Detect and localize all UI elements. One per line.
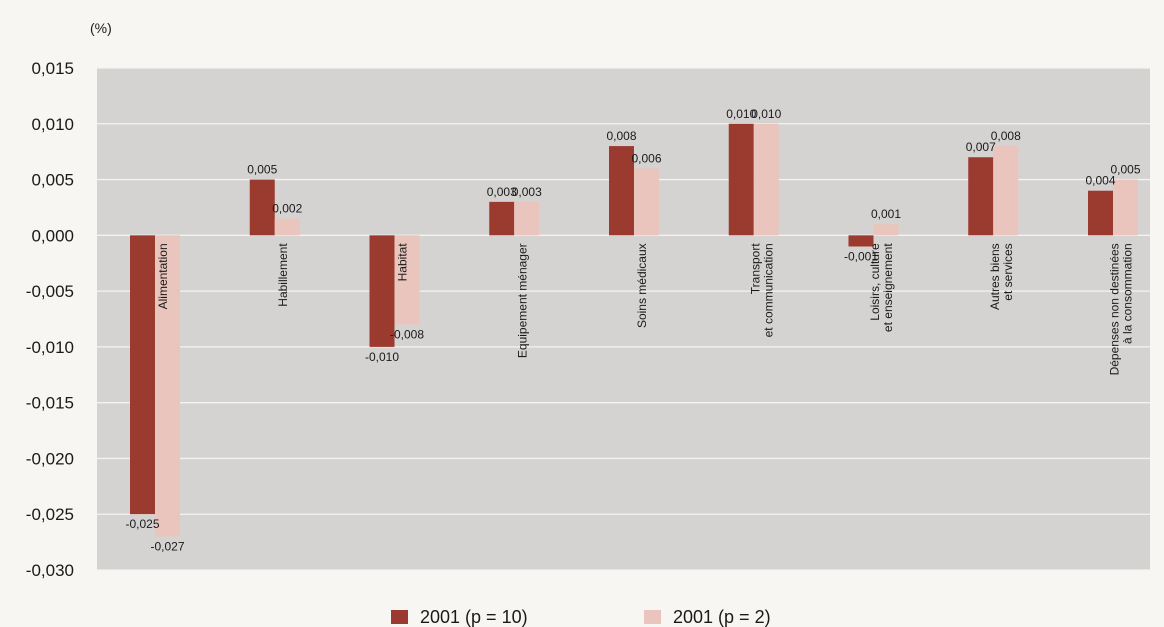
category-label-line: et services (1001, 243, 1015, 300)
category-label: Habitat (396, 243, 410, 282)
data-label: 0,008 (991, 129, 1021, 143)
data-label: 0,005 (247, 163, 277, 177)
category-label-line: Autres biens (988, 243, 1002, 310)
category-label-line: Soins médicaux (635, 243, 649, 328)
bar-series-1 (848, 235, 874, 247)
y-axis-ticks: 0,015 0,010 0,005 0,000 -0,005 -0,010 -0,015 -0… (26, 59, 74, 580)
data-label: 0,001 (871, 207, 901, 221)
data-label: 0,008 (606, 129, 636, 143)
category-label: Autres biens et services (988, 243, 1015, 310)
data-label: -0,010 (365, 350, 399, 364)
data-label: 0,010 (726, 107, 756, 121)
bar-series-1 (369, 235, 395, 347)
data-label: 0,006 (631, 151, 661, 165)
category-label-line: Transport (748, 243, 762, 295)
y-tick-label: -0,010 (26, 338, 74, 357)
data-label: 0,003 (512, 185, 542, 199)
y-tick-label: 0,015 (31, 59, 74, 78)
bar-series-2 (274, 218, 300, 236)
data-label: -0,001 (844, 249, 878, 263)
legend-swatch-series-1 (391, 610, 408, 624)
bar-series-2 (634, 168, 659, 236)
category-label-line: et enseignement (881, 243, 895, 332)
category-label-line: Habitat (396, 243, 410, 282)
y-tick-label: 0,010 (31, 115, 74, 134)
data-label: 0,005 (1110, 163, 1140, 177)
bar-series-1 (1088, 190, 1113, 236)
y-unit-label: (%) (90, 20, 112, 36)
data-label: 0,004 (1085, 174, 1115, 188)
y-tick-label: -0,015 (26, 394, 74, 413)
legend-swatch-series-2 (644, 610, 661, 624)
category-label-line: Alimentation (156, 243, 170, 309)
y-tick-label: -0,025 (26, 505, 74, 524)
y-tick-label: 0,000 (31, 226, 74, 245)
data-label: 0,002 (272, 202, 302, 216)
bar-series-1 (968, 157, 994, 236)
bar-series-2 (514, 201, 540, 236)
data-label: -0,008 (390, 328, 424, 342)
bar-series-2 (993, 146, 1019, 236)
data-label: 0,010 (751, 107, 781, 121)
bar-series-2 (155, 235, 180, 537)
bar-series-2 (1113, 179, 1138, 236)
category-label: Soins médicaux (635, 243, 649, 328)
bar-series-1 (489, 201, 515, 236)
category-label-line: Equipement ménager (515, 243, 529, 358)
data-label: -0,025 (125, 517, 159, 531)
category-label: Equipement ménager (515, 243, 529, 358)
bar-series-1 (130, 235, 155, 515)
y-tick-label: -0,005 (26, 282, 74, 301)
category-label-line: Loisirs, culture (868, 243, 882, 321)
category-label-line: à la consommation (1121, 243, 1135, 344)
data-label: -0,027 (150, 540, 184, 554)
y-tick-label: -0,030 (26, 561, 74, 580)
data-label: 0,007 (966, 140, 996, 154)
category-label: Dépenses non destinées à la consommation (1108, 243, 1135, 375)
bar-series-2 (873, 224, 899, 236)
bar-series-2 (753, 123, 779, 236)
y-tick-label: 0,005 (31, 171, 74, 190)
category-labels: Alimentation Habillement Habitat Equipement… (156, 243, 1135, 376)
value-labels: -0,025-0,0270,0050,002-0,010-0,0080,0030… (125, 107, 1140, 554)
bar-series-1 (728, 123, 754, 236)
category-label: Transport et communication (748, 243, 775, 338)
category-label: Alimentation (156, 243, 170, 309)
category-label: Loisirs, culture et enseignement (868, 243, 895, 332)
legend: 2001 (p = 10) 2001 (p = 2) (391, 607, 771, 627)
legend-label-series-2: 2001 (p = 2) (673, 607, 771, 627)
bars (130, 123, 1138, 537)
category-label-line: et communication (761, 243, 775, 337)
bar-series-1 (249, 179, 275, 236)
legend-label-series-1: 2001 (p = 10) (420, 607, 528, 627)
category-label: Habillement (276, 243, 290, 307)
category-label-line: Habillement (276, 243, 290, 307)
data-label: 0,003 (487, 185, 517, 199)
category-label-line: Dépenses non destinées (1108, 243, 1122, 375)
y-tick-label: -0,020 (26, 449, 74, 468)
bar-series-2 (394, 235, 420, 325)
bar-series-1 (609, 146, 634, 236)
